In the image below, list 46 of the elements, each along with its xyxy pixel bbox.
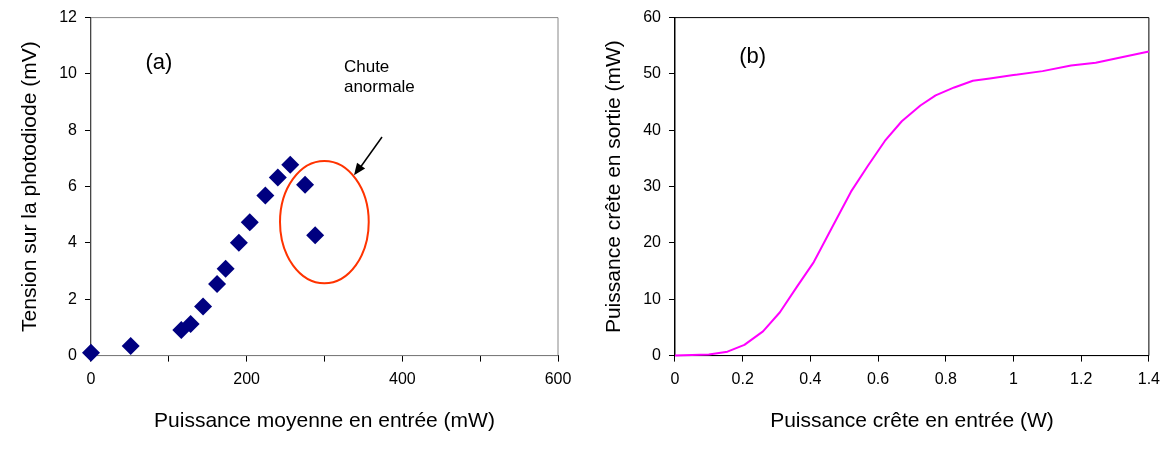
point <box>82 343 100 362</box>
y-tick-label: 10 <box>59 64 78 82</box>
point <box>229 233 248 252</box>
x-tick-label: 0 <box>86 369 96 387</box>
point <box>256 186 275 205</box>
point <box>216 259 235 278</box>
y-tick-label: 2 <box>68 289 78 307</box>
y-tick-label: 10 <box>643 289 662 307</box>
point <box>296 175 315 194</box>
annotation: (b) <box>739 42 767 69</box>
x-tick-label: 0.6 <box>866 369 890 387</box>
y-tick-label: 0 <box>68 346 78 364</box>
x-tick-label: 0.4 <box>799 369 822 387</box>
x-tick-label: 600 <box>544 369 572 387</box>
y-tick-label: 4 <box>68 233 78 251</box>
y-tick-label: 6 <box>68 177 78 195</box>
point <box>181 315 200 334</box>
x-tick-label: 0.2 <box>731 369 754 387</box>
x-tick-label: 0.8 <box>934 369 958 387</box>
point <box>208 275 227 294</box>
y-tick-label: 50 <box>643 64 662 82</box>
x-tick-label: 200 <box>233 369 261 387</box>
y-tick-label: 0 <box>652 346 662 364</box>
x-axis-title: Puissance moyenne en entrée (mW) <box>154 408 495 432</box>
y-tick-label: 8 <box>68 120 78 138</box>
point <box>306 226 325 245</box>
x-tick-label: 400 <box>388 369 416 387</box>
point <box>240 213 259 232</box>
x-tick-label: 0 <box>670 369 680 387</box>
annotation: (a) <box>145 48 173 74</box>
y-axis-title: Puissance crête en sortie (mW) <box>601 40 625 334</box>
y-axis-title: Tension sur la photodiode (mV) <box>17 41 41 332</box>
point <box>194 297 213 316</box>
y-tick-label: 12 <box>59 8 78 26</box>
y-tick-label: 60 <box>643 8 662 26</box>
y-tick-label: 20 <box>643 233 662 251</box>
point <box>121 337 140 356</box>
y-tick-label: 30 <box>643 177 662 195</box>
x-tick-label: 1 <box>1009 369 1019 387</box>
point <box>281 155 300 174</box>
y-tick-label: 40 <box>643 120 662 138</box>
annotation: Chute anormale <box>343 57 416 97</box>
x-axis-title: Puissance crête en entrée (W) <box>770 408 1054 432</box>
point <box>268 168 287 187</box>
x-tick-label: 1.2 <box>1070 369 1093 387</box>
x-tick-label: 1.4 <box>1137 369 1161 387</box>
